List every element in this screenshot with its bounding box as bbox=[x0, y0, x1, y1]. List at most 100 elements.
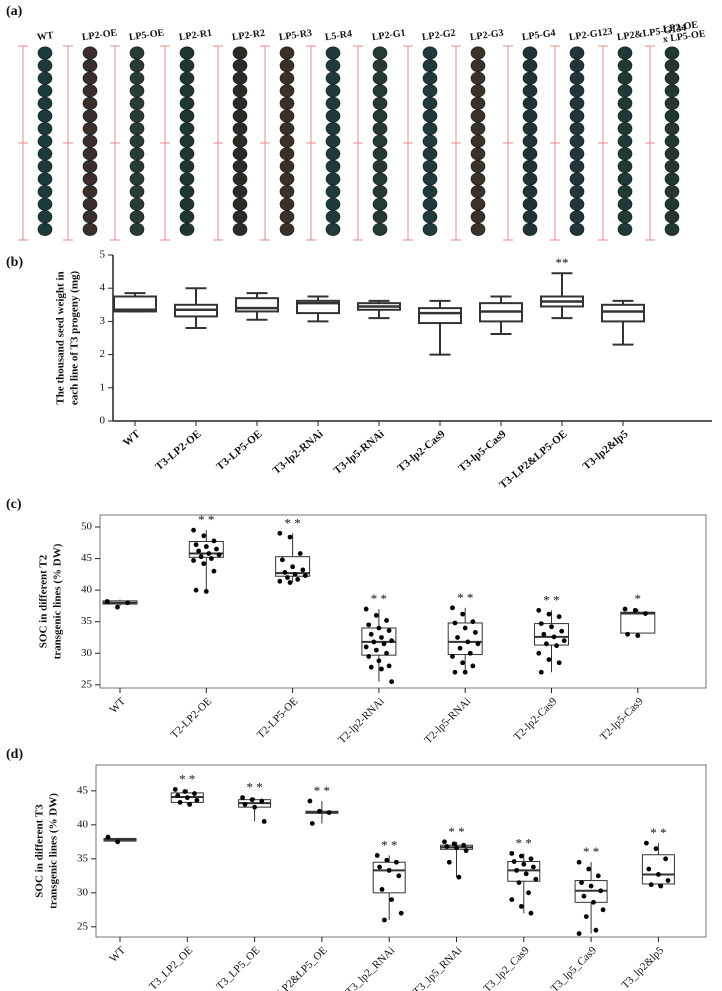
seed bbox=[522, 210, 538, 224]
data-point bbox=[379, 666, 384, 672]
data-point bbox=[175, 793, 181, 798]
box bbox=[601, 303, 645, 323]
seed bbox=[179, 122, 195, 136]
seed bbox=[470, 46, 486, 60]
panel-label: (c) bbox=[6, 497, 22, 512]
data-point bbox=[198, 554, 204, 560]
data-point bbox=[309, 821, 315, 826]
seed bbox=[664, 147, 680, 161]
seed bbox=[82, 210, 98, 224]
plot-frame bbox=[95, 764, 707, 938]
seed bbox=[470, 172, 486, 186]
significance-mark: * * bbox=[179, 771, 195, 786]
seed bbox=[522, 197, 538, 211]
significance-mark: ** bbox=[556, 255, 569, 270]
data-point bbox=[396, 873, 402, 879]
data-point bbox=[625, 631, 630, 637]
seed bbox=[569, 185, 585, 199]
data-point bbox=[467, 650, 473, 656]
seed bbox=[372, 147, 388, 161]
data-point bbox=[643, 611, 648, 616]
data-point bbox=[104, 599, 110, 604]
seed bbox=[232, 222, 248, 236]
seed bbox=[569, 96, 585, 110]
data-point bbox=[382, 917, 387, 923]
data-point bbox=[460, 660, 466, 666]
seed bbox=[422, 172, 438, 186]
x-tick-label: T2-LP5-OE bbox=[255, 695, 301, 741]
column-label: LP2-OE bbox=[81, 27, 118, 43]
seed bbox=[470, 109, 486, 123]
data-point bbox=[389, 638, 395, 644]
data-point bbox=[211, 568, 217, 574]
seed bbox=[569, 172, 585, 186]
data-point bbox=[546, 657, 552, 662]
data-point bbox=[290, 564, 295, 570]
data-point bbox=[376, 625, 382, 631]
x-tick-label: T3_lp5_Cas9 bbox=[549, 944, 600, 991]
data-point bbox=[450, 654, 455, 659]
seed bbox=[179, 134, 195, 148]
data-point bbox=[538, 621, 544, 626]
seed bbox=[232, 109, 248, 123]
seed bbox=[232, 122, 248, 136]
data-point bbox=[456, 874, 462, 880]
seed bbox=[179, 109, 195, 123]
seed bbox=[37, 210, 53, 224]
seed bbox=[617, 46, 633, 60]
x-tick-label: T3-lp5-Cas9 bbox=[456, 428, 509, 475]
column-label: LP5-R3 bbox=[278, 28, 313, 44]
seed bbox=[37, 96, 53, 110]
seed bbox=[617, 172, 633, 186]
seed bbox=[129, 185, 145, 199]
seed bbox=[372, 96, 388, 110]
data-point bbox=[519, 853, 524, 859]
seed bbox=[569, 59, 585, 73]
seed bbox=[325, 134, 341, 148]
data-point bbox=[635, 633, 641, 638]
seed bbox=[232, 96, 248, 110]
significance-mark: * * bbox=[516, 835, 532, 850]
seed bbox=[569, 134, 585, 148]
data-point bbox=[461, 842, 467, 848]
seed bbox=[617, 84, 633, 98]
seed bbox=[422, 134, 438, 148]
seed bbox=[129, 122, 145, 136]
data-point bbox=[442, 839, 447, 845]
significance-mark: * * bbox=[284, 515, 300, 530]
data-point bbox=[376, 658, 382, 664]
seed bbox=[470, 96, 486, 110]
data-point bbox=[366, 654, 372, 659]
column-label: LP2-G3 bbox=[469, 28, 504, 44]
y-tick-label: 40 bbox=[77, 818, 89, 830]
y-tick-label: 30 bbox=[77, 886, 89, 898]
seed bbox=[82, 197, 98, 211]
seed bbox=[232, 84, 248, 98]
seed bbox=[470, 147, 486, 161]
data-point bbox=[287, 534, 293, 540]
data-point bbox=[450, 605, 455, 611]
seed bbox=[664, 185, 680, 199]
data-point bbox=[295, 577, 301, 582]
y-axis-title: SOC in different T3 bbox=[34, 804, 46, 898]
y-tick-label: 35 bbox=[81, 615, 93, 627]
seed bbox=[325, 197, 341, 211]
seed bbox=[422, 222, 438, 236]
data-point bbox=[125, 600, 131, 606]
data-point bbox=[389, 679, 395, 685]
seed bbox=[522, 172, 538, 186]
data-point bbox=[475, 641, 481, 647]
data-point bbox=[201, 533, 207, 539]
seed bbox=[82, 185, 98, 199]
data-point bbox=[386, 867, 392, 873]
data-point bbox=[462, 625, 468, 631]
data-point bbox=[511, 859, 517, 864]
data-point bbox=[373, 612, 379, 618]
seed bbox=[617, 222, 633, 236]
data-point bbox=[374, 853, 380, 858]
seed bbox=[179, 147, 195, 161]
data-point bbox=[307, 798, 313, 804]
data-point bbox=[551, 634, 557, 640]
y-tick-label: 5 bbox=[100, 249, 106, 261]
